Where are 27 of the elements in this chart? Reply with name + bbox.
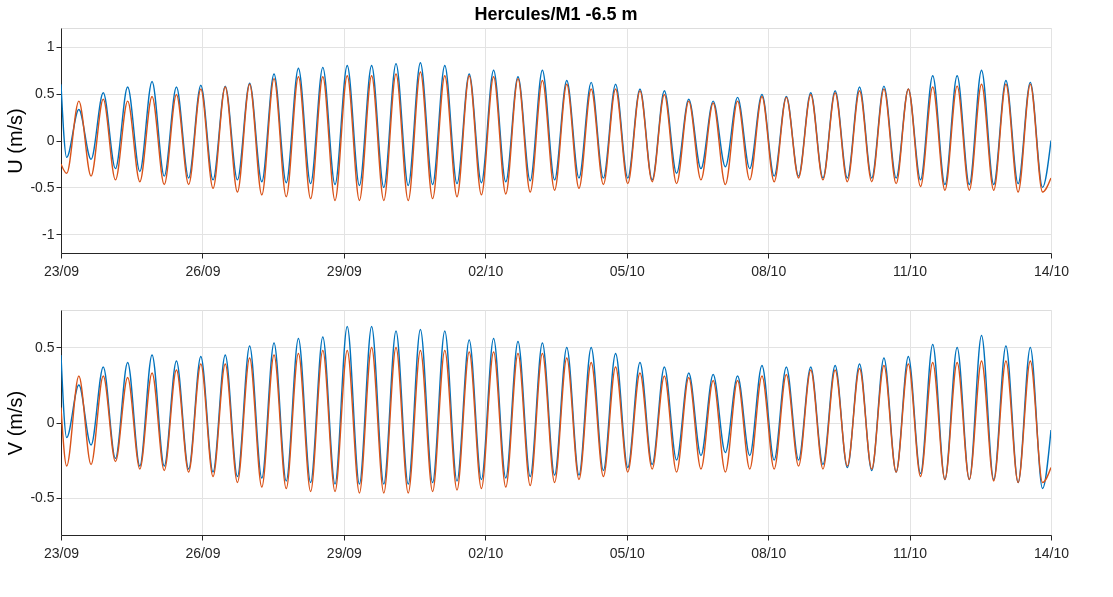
x-tick-label: 26/09 — [185, 262, 221, 279]
y-axis-title: U (m/s) — [4, 108, 27, 174]
y-tick-label: -0.5 — [30, 178, 55, 195]
x-tick-label: 23/09 — [43, 544, 80, 561]
y-tick-label: 0.5 — [35, 85, 55, 102]
x-tick-label: 08/10 — [751, 544, 787, 561]
x-tick-label: 05/10 — [609, 262, 645, 279]
y-tick-label: -1 — [42, 225, 55, 242]
x-tick-label: 11/10 — [893, 544, 928, 561]
x-tick-label: 08/10 — [751, 262, 787, 279]
x-tick-label: 05/10 — [609, 544, 645, 561]
y-tick-label: -0.5 — [30, 489, 55, 505]
x-tick-label: 26/09 — [185, 544, 221, 561]
x-tick-label: 02/10 — [468, 262, 504, 279]
x-tick-label: 14/10 — [1033, 544, 1070, 561]
x-tick-label: 14/10 — [1033, 262, 1070, 279]
x-tick-label: 29/09 — [326, 262, 363, 279]
y-tick-label: 0.5 — [35, 339, 55, 355]
x-tick-label: 02/10 — [468, 544, 504, 561]
x-tick-label: 29/09 — [326, 544, 363, 561]
x-tick-label: 23/09 — [43, 262, 80, 279]
y-axis-title: V (m/s) — [4, 390, 27, 456]
y-tick-label: 0 — [46, 132, 55, 148]
y-tick-label: 1 — [46, 38, 55, 55]
x-tick-label: 11/10 — [893, 262, 928, 279]
y-tick-label: 0 — [46, 414, 55, 430]
chart-title: Hercules/M1 -6.5 m — [474, 4, 638, 24]
